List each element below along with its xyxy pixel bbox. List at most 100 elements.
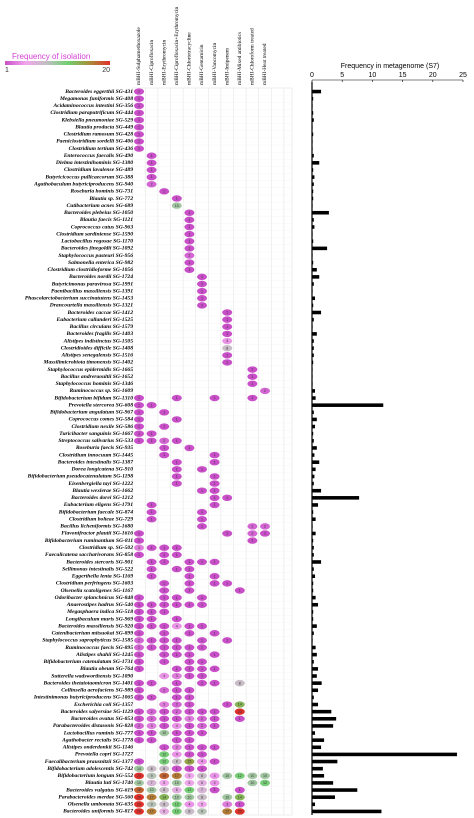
- x-tick-label: 10: [369, 72, 377, 79]
- heatmap-cell: [184, 230, 195, 238]
- heatmap-cell: [222, 793, 233, 801]
- heatmap-cell: [197, 658, 207, 665]
- heatmap-cell: [171, 736, 182, 744]
- cell-value: 1: [151, 639, 153, 643]
- cell-value: 1: [176, 546, 178, 550]
- heatmap-cell: [134, 109, 144, 117]
- cell-value: 10: [250, 774, 254, 778]
- heatmap-cell: [146, 501, 157, 509]
- cell-value: 3: [151, 724, 153, 728]
- heatmap-cell: [234, 772, 245, 780]
- cell-value: 20: [137, 810, 141, 814]
- bar: [312, 538, 314, 543]
- row-label: Escherichia coli SG-1357: [73, 702, 133, 708]
- cell-value: 14: [238, 795, 242, 799]
- heatmap-cell: [222, 494, 233, 502]
- bar: [312, 595, 316, 600]
- cell-value: 2: [201, 724, 203, 728]
- cell-value: 15: [187, 760, 191, 764]
- cell-value: 2: [176, 710, 178, 714]
- cell-value: 1: [151, 617, 153, 621]
- heatmap-cell: [134, 736, 144, 744]
- bar: [312, 189, 314, 194]
- bar: [312, 745, 322, 750]
- heatmap-cell: [209, 786, 220, 794]
- heatmap-cell: [184, 779, 195, 787]
- heatmap-cell: [260, 772, 270, 780]
- row-label: Bifidobacterium angulatum SG-967: [49, 410, 133, 416]
- row-label: Clostridium innocuum SG-1445: [59, 452, 133, 458]
- cell-value: 2: [163, 439, 165, 443]
- heatmap-cell: [134, 786, 144, 794]
- heatmap-cell: [234, 679, 245, 687]
- cell-value: 12: [162, 760, 166, 764]
- heatmap-cell: [222, 530, 233, 537]
- row-label: Ruminococcus faecis SG-895: [64, 645, 133, 651]
- cell-value: 1: [251, 382, 253, 386]
- heatmap-cell: [209, 744, 220, 751]
- cell-value: 1: [176, 696, 178, 700]
- heatmap-cell: [146, 679, 157, 687]
- cell-value: 8: [188, 810, 190, 814]
- heatmap-cell: [197, 793, 207, 801]
- cell-value: 20: [238, 710, 242, 714]
- heatmap-cell: [146, 708, 157, 715]
- heatmap-cell: [146, 801, 157, 808]
- cell-value: 1: [214, 496, 216, 500]
- heatmap-cell: [171, 793, 182, 801]
- cell-value: 1: [251, 375, 253, 379]
- heatmap-cell: [159, 558, 170, 566]
- cell-value: 20: [238, 810, 242, 814]
- heatmap-cell: [171, 195, 182, 202]
- cell-value: 2: [188, 254, 190, 258]
- bar: [312, 738, 325, 742]
- cell-value: 1: [176, 567, 178, 571]
- bar: [312, 481, 314, 486]
- bar: [312, 417, 317, 422]
- bar: [312, 146, 313, 151]
- row-label: Bacillus circulans SG-1579: [69, 324, 134, 330]
- heatmap-cell: [184, 808, 195, 815]
- heatmap-cell: [146, 694, 157, 701]
- bar: [312, 382, 313, 386]
- cell-value: 9: [151, 774, 153, 778]
- heatmap-cell: [134, 801, 144, 808]
- cell-value: 1: [188, 753, 190, 757]
- cell-value: 1: [176, 197, 178, 201]
- row-label: Parabacteroides distasonis SG-828: [53, 723, 133, 729]
- bar: [312, 424, 316, 429]
- heatmap-cell: [197, 466, 207, 473]
- heatmap-cell: [184, 573, 195, 580]
- heatmap-cell: [171, 744, 182, 751]
- cell-value: 1: [214, 475, 216, 479]
- heatmap-cell: [134, 409, 144, 416]
- cell-value: 1: [138, 539, 140, 543]
- cell-value: 1: [239, 802, 241, 806]
- heatmap-cell: [184, 651, 195, 658]
- heatmap-cell: [197, 672, 207, 680]
- cell-value: 1: [138, 688, 140, 692]
- heatmap-cell: [159, 188, 170, 195]
- column-label: mBHI-Ciprofloxacin+Erythromycin: [173, 7, 180, 85]
- heatmap-cell: [184, 565, 195, 573]
- cell-value: 1: [151, 731, 153, 735]
- row-label: Clostridium sp. SG-502: [79, 545, 133, 551]
- cell-value: 1: [176, 418, 178, 422]
- cell-value: 1: [138, 90, 140, 94]
- heatmap-cell: [197, 772, 207, 780]
- x-tick-label: 20: [429, 72, 437, 79]
- heatmap-cell: [134, 779, 144, 787]
- cell-value: 2: [264, 524, 266, 528]
- cell-value: 1: [201, 289, 203, 293]
- heatmap-cell: [159, 637, 170, 644]
- heatmap-cell: [197, 487, 207, 494]
- cell-value: 1: [188, 603, 190, 607]
- cell-value: 1: [214, 574, 216, 578]
- cell-value: 1: [214, 582, 216, 586]
- bar: [312, 218, 314, 222]
- cell-value: 1: [151, 503, 153, 507]
- column-label: mBHI-Sulphamethoxazole: [136, 27, 142, 85]
- bar: [312, 674, 317, 678]
- cell-value: 1: [214, 482, 216, 486]
- cell-value: 1: [138, 97, 140, 101]
